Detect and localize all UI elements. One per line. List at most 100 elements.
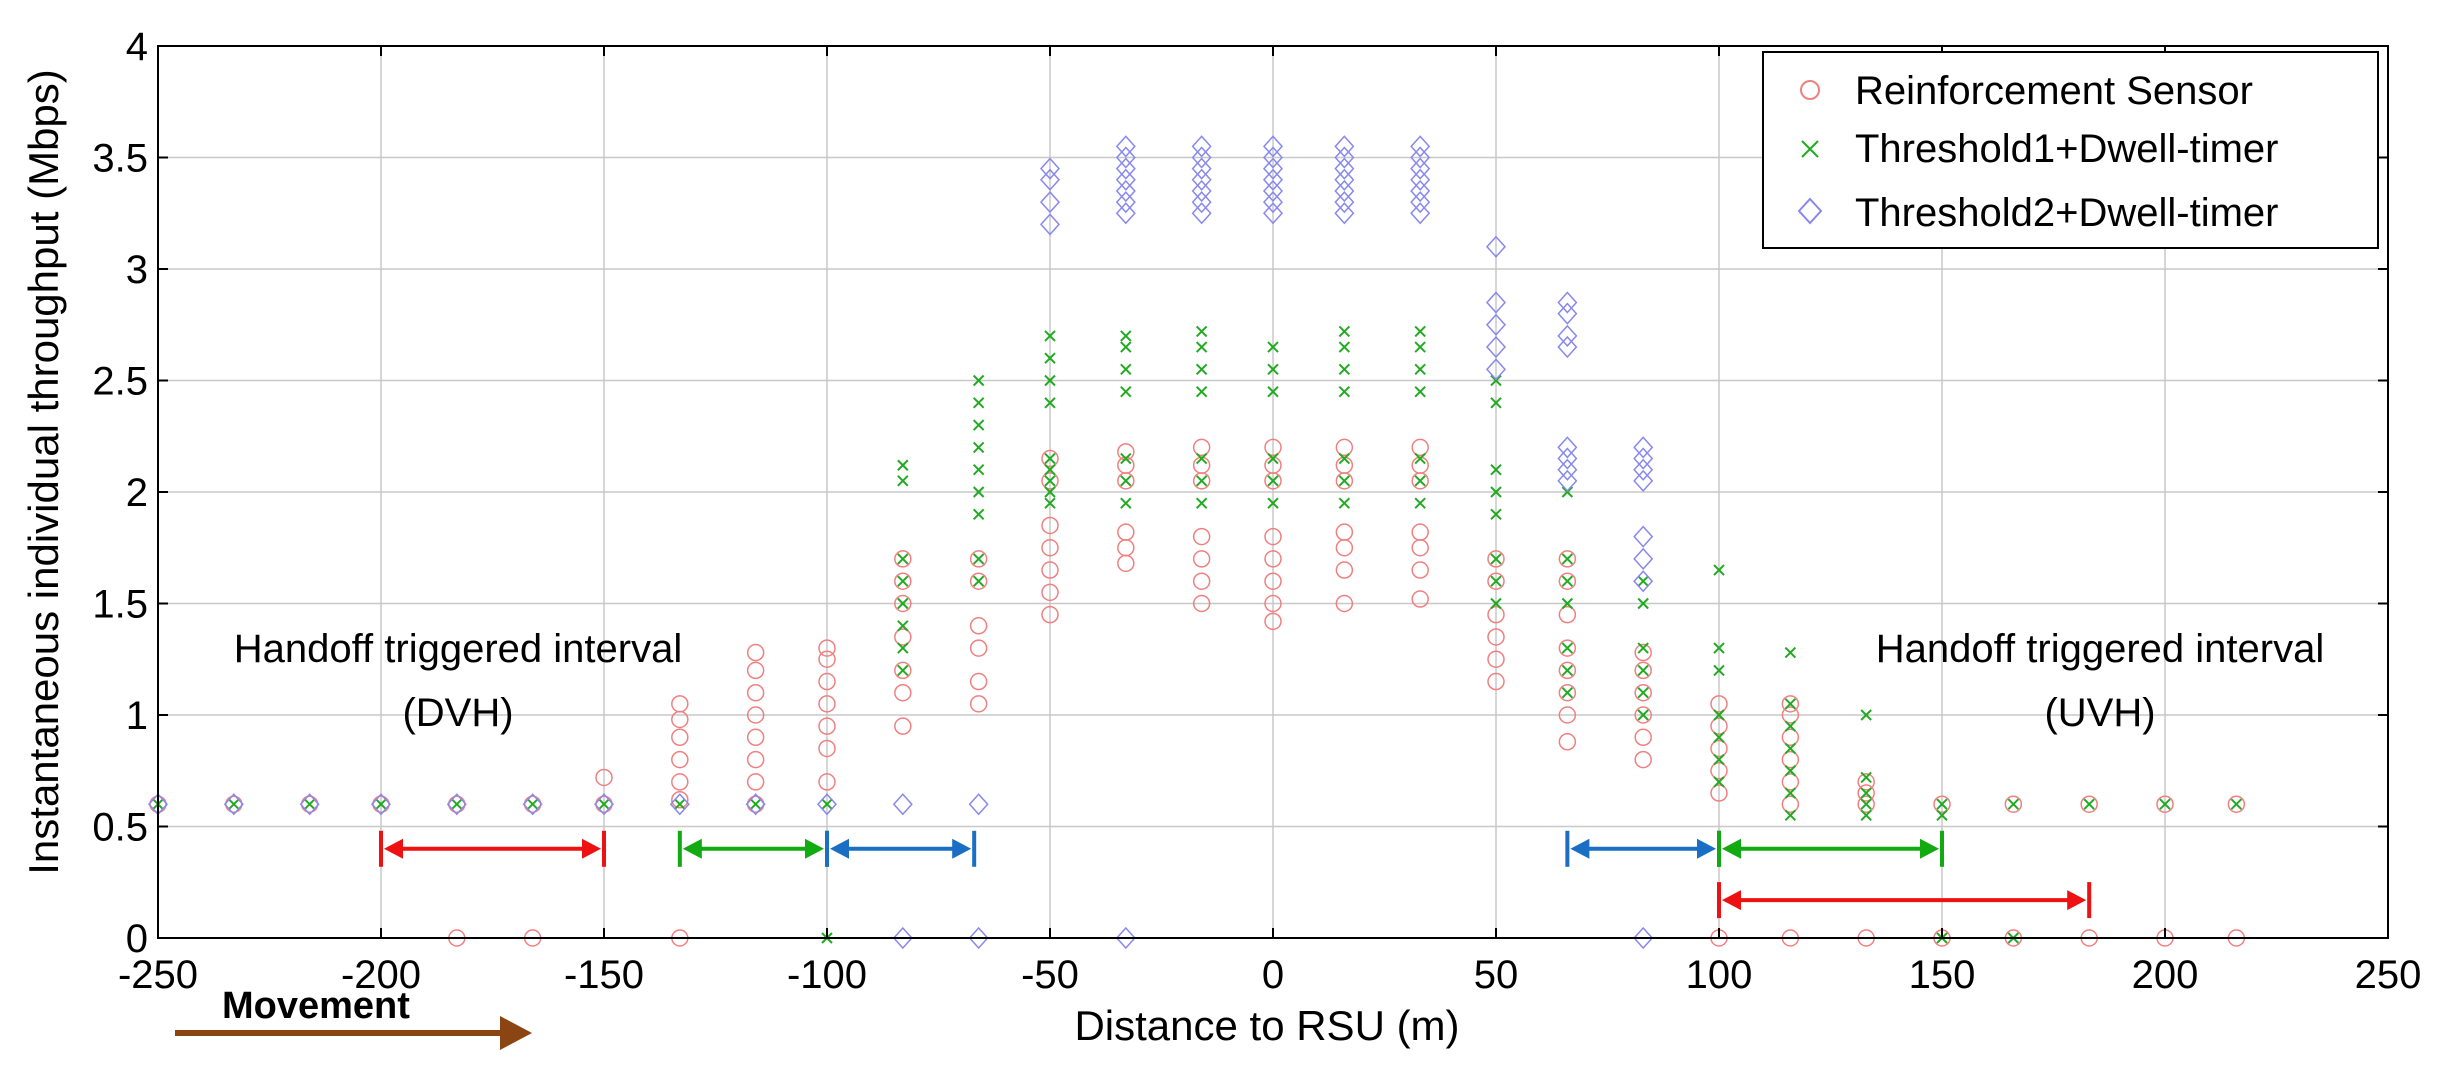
threshold1-point xyxy=(1044,463,1056,476)
threshold1-point xyxy=(1195,475,1208,487)
threshold2-point xyxy=(1115,157,1136,180)
reinforcement-sensor-point xyxy=(1264,550,1282,568)
reinforcement-sensor-point xyxy=(595,768,613,787)
threshold1-point xyxy=(1860,798,1872,810)
reinforcement-sensor-point xyxy=(894,717,912,735)
threshold1-point xyxy=(1044,374,1056,387)
reinforcement-sensor-point xyxy=(2156,795,2174,813)
reinforcement-sensor-point xyxy=(1781,695,1800,713)
handoff-intervals xyxy=(379,830,2092,919)
y-tick-label: 3 xyxy=(126,248,148,292)
threshold1-point xyxy=(303,798,316,810)
reinforcement-sensor-point xyxy=(1558,550,1577,568)
threshold1-point xyxy=(1338,341,1351,353)
reinforcement-sensor-point xyxy=(1192,572,1211,590)
threshold1-point xyxy=(1490,463,1502,476)
x-tick-label: 50 xyxy=(1474,953,1519,997)
reinforcement-sensor-point xyxy=(818,672,836,691)
threshold1-point xyxy=(1637,686,1649,699)
threshold1-point xyxy=(1120,497,1132,509)
reinforcement-sensor-point xyxy=(1411,438,1429,457)
threshold1-point xyxy=(1784,742,1797,755)
threshold2-point xyxy=(968,793,989,816)
threshold2-point xyxy=(1115,926,1136,950)
reinforcement-sensor-point xyxy=(1411,539,1429,557)
threshold1-point xyxy=(1338,363,1351,376)
threshold1-point xyxy=(1490,575,1502,587)
threshold1-point xyxy=(972,374,985,387)
y-tick-label: 4 xyxy=(126,25,148,69)
threshold1-point xyxy=(972,553,985,565)
threshold2-point xyxy=(370,793,392,816)
threshold2-point xyxy=(1410,146,1431,169)
reinforcement-sensor-point xyxy=(1192,550,1211,568)
threshold2-point xyxy=(1557,447,1578,470)
threshold1-point xyxy=(749,798,762,810)
reinforcement-sensor-point xyxy=(1041,561,1059,579)
reinforcement-sensor-point xyxy=(2004,795,2023,813)
threshold1-point xyxy=(1490,553,1502,565)
reinforcement-sensor-point xyxy=(1710,784,1728,802)
threshold2-point xyxy=(1191,190,1212,214)
threshold2-point xyxy=(1485,335,1507,359)
threshold1-point xyxy=(1414,452,1426,465)
threshold1-point xyxy=(897,642,909,654)
threshold2-point xyxy=(1633,436,1654,459)
threshold1-point xyxy=(972,397,985,409)
threshold1-point xyxy=(526,798,539,810)
threshold2-point xyxy=(1633,458,1654,481)
threshold1-point xyxy=(1637,709,1649,721)
threshold2-point xyxy=(1334,190,1355,214)
legend-marker-threshold1 xyxy=(1801,140,1819,158)
reinforcement-sensor-point xyxy=(1264,572,1282,590)
threshold1-point xyxy=(1044,475,1056,487)
legend-marker-threshold2 xyxy=(1797,197,1823,225)
x-axis-title: Distance to RSU (m) xyxy=(1074,1002,1459,1049)
dvh-interval-label: Handoff triggered interval xyxy=(234,627,682,671)
threshold1-point xyxy=(1561,664,1574,677)
threshold1-point xyxy=(1195,385,1208,398)
threshold2-point xyxy=(892,926,913,950)
reinforcement-sensor-point xyxy=(1857,795,1875,813)
movement-label: Movement xyxy=(222,985,410,1027)
threshold2-point xyxy=(1191,146,1212,169)
threshold2-point xyxy=(1039,213,1061,236)
threshold2-point xyxy=(1191,157,1212,180)
reinforcement-sensor-point xyxy=(2080,795,2098,813)
reinforcement-sensor-point xyxy=(969,672,988,691)
reinforcement-sensor-point xyxy=(1781,795,1800,813)
threshold1-point xyxy=(1120,475,1132,487)
threshold2-point xyxy=(1410,135,1431,158)
reinforcement-sensor-point xyxy=(1781,773,1800,791)
axis-ticks: -250 -200 -150 -100 -50 0 50 100 150 200 250 0 0.5 1 1… xyxy=(92,25,2421,997)
threshold1-point xyxy=(1120,363,1132,376)
reinforcement-sensor-point xyxy=(1041,516,1059,535)
uvh-interval-sublabel: (UVH) xyxy=(2044,691,2155,735)
threshold1-point xyxy=(1936,809,1948,822)
handoff-interval-arrow xyxy=(1565,830,1721,867)
threshold1-point xyxy=(674,798,686,810)
reinforcement-sensor-point xyxy=(818,739,836,758)
threshold1-point xyxy=(1561,686,1574,699)
threshold2-point xyxy=(1557,291,1578,314)
threshold2-point xyxy=(745,793,766,816)
legend-label-threshold2: Threshold2+Dwell-timer xyxy=(1855,191,2278,235)
reinforcement-sensor-point xyxy=(1487,605,1505,624)
reinforcement-sensor-point xyxy=(1264,527,1282,546)
threshold1-point xyxy=(2230,798,2243,810)
threshold2-point xyxy=(1262,146,1284,169)
dvh-interval-sublabel: (DVH) xyxy=(402,691,513,735)
threshold1-point xyxy=(972,575,985,587)
threshold1-point xyxy=(1338,452,1351,465)
data-points xyxy=(147,135,2246,950)
reinforcement-sensor-point xyxy=(1634,643,1652,662)
movement-arrow-head xyxy=(500,1016,532,1050)
threshold2-point xyxy=(1410,168,1431,191)
handoff-interval-arrow xyxy=(1717,882,2092,919)
legend-label-threshold1: Threshold1+Dwell-timer xyxy=(1855,127,2278,171)
reinforcement-sensor-point xyxy=(1558,661,1577,680)
threshold2-point xyxy=(1115,179,1136,203)
threshold2-point xyxy=(669,793,690,816)
threshold1-point xyxy=(1044,497,1056,509)
threshold1-point xyxy=(1267,385,1279,398)
